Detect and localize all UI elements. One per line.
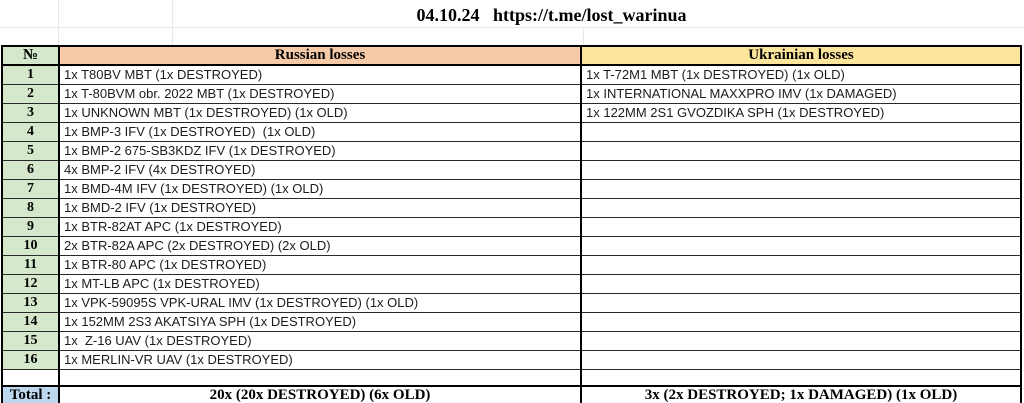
- table-row: 14 1x 152MM 2S3 AKATSIYA SPH (1x DESTROY…: [1, 311, 1022, 332]
- table-row: 4 1x BMP-3 IFV (1x DESTROYED) (1x OLD): [1, 121, 1022, 142]
- ukrainian-loss-cell: [580, 140, 1022, 161]
- empty-cell: [1, 368, 60, 387]
- ukrainian-loss-cell: 1x T-72M1 MBT (1x DESTROYED) (1x OLD): [580, 64, 1022, 85]
- russian-loss-cell: 1x BMD-2 IFV (1x DESTROYED): [58, 197, 582, 218]
- table-row: 1 1x T80BV MBT (1x DESTROYED) 1x T-72M1 …: [1, 64, 1022, 85]
- ukrainian-loss-cell: [580, 330, 1022, 351]
- ukrainian-loss-cell: 1x INTERNATIONAL MAXXPRO IMV (1x DAMAGED…: [580, 83, 1022, 104]
- row-number-cell: 1: [1, 64, 60, 85]
- row-number-cell: 3: [1, 102, 60, 123]
- ukrainian-loss-cell: [580, 349, 1022, 370]
- losses-table: № Russian losses Ukrainian losses 1 1x T…: [1, 45, 1022, 403]
- russian-loss-cell: 1x BTR-80 APC (1x DESTROYED): [58, 254, 582, 275]
- russian-loss-cell: 1x UNKNOWN MBT (1x DESTROYED) (1x OLD): [58, 102, 582, 123]
- russian-loss-cell: 1x BMP-2 675-SB3KDZ IFV (1x DESTROYED): [58, 140, 582, 161]
- table-row: 8 1x BMD-2 IFV (1x DESTROYED): [1, 197, 1022, 218]
- russian-loss-cell: 1x BMP-3 IFV (1x DESTROYED) (1x OLD): [58, 121, 582, 142]
- russian-loss-cell: 1x T80BV MBT (1x DESTROYED): [58, 64, 582, 85]
- table-row: 16 1x MERLIN-VR UAV (1x DESTROYED): [1, 349, 1022, 370]
- empty-cell: [580, 368, 1022, 387]
- ukrainian-loss-cell: 1x 122MM 2S1 GVOZDIKA SPH (1x DESTROYED): [580, 102, 1022, 123]
- row-number-cell: 13: [1, 292, 60, 313]
- page-title: 04.10.24 https://t.me/lost_warinua: [416, 5, 687, 25]
- row-number-cell: 2: [1, 83, 60, 104]
- gridline-vertical: [583, 27, 584, 45]
- row-number-cell: 9: [1, 216, 60, 237]
- table-row: 11 1x BTR-80 APC (1x DESTROYED): [1, 254, 1022, 275]
- column-header-ukrainian-losses: Ukrainian losses: [580, 45, 1022, 66]
- row-number-cell: 6: [1, 159, 60, 180]
- table-row: 6 4x BMP-2 IFV (4x DESTROYED): [1, 159, 1022, 180]
- empty-cell: [58, 368, 582, 387]
- russian-loss-cell: 1x T-80BVM obr. 2022 MBT (1x DESTROYED): [58, 83, 582, 104]
- russian-loss-cell: 1x MT-LB APC (1x DESTROYED): [58, 273, 582, 294]
- ukrainian-loss-cell: [580, 254, 1022, 275]
- column-header-number: №: [1, 45, 60, 66]
- russian-loss-cell: 2x BTR-82A APC (2x DESTROYED) (2x OLD): [58, 235, 582, 256]
- total-row: Total : 20x (20x DESTROYED) (6x OLD) 3x …: [1, 385, 1022, 403]
- empty-row: [1, 368, 1022, 387]
- row-number-cell: 15: [1, 330, 60, 351]
- ukrainian-loss-cell: [580, 311, 1022, 332]
- ukrainian-loss-cell: [580, 178, 1022, 199]
- row-number-cell: 11: [1, 254, 60, 275]
- total-label-cell: Total :: [1, 385, 60, 403]
- russian-loss-cell: 1x VPK-59095S VPK-URAL IMV (1x DESTROYED…: [58, 292, 582, 313]
- russian-loss-cell: 1x BMD-4M IFV (1x DESTROYED) (1x OLD): [58, 178, 582, 199]
- row-number-cell: 5: [1, 140, 60, 161]
- ukrainian-loss-cell: [580, 159, 1022, 180]
- total-russian-cell: 20x (20x DESTROYED) (6x OLD): [58, 385, 582, 403]
- gridline-vertical: [172, 0, 173, 45]
- ukrainian-loss-cell: [580, 216, 1022, 237]
- table-row: 9 1x BTR-82AT APC (1x DESTROYED): [1, 216, 1022, 237]
- ukrainian-loss-cell: [580, 273, 1022, 294]
- row-number-cell: 14: [1, 311, 60, 332]
- table-row: 3 1x UNKNOWN MBT (1x DESTROYED) (1x OLD)…: [1, 102, 1022, 123]
- column-header-russian-losses: Russian losses: [58, 45, 582, 66]
- ukrainian-loss-cell: [580, 235, 1022, 256]
- row-number-cell: 8: [1, 197, 60, 218]
- table-row: 7 1x BMD-4M IFV (1x DESTROYED) (1x OLD): [1, 178, 1022, 199]
- ukrainian-loss-cell: [580, 292, 1022, 313]
- row-number-cell: 16: [1, 349, 60, 370]
- row-number-cell: 7: [1, 178, 60, 199]
- table-row: 15 1x Z-16 UAV (1x DESTROYED): [1, 330, 1022, 351]
- russian-loss-cell: 1x 152MM 2S3 AKATSIYA SPH (1x DESTROYED): [58, 311, 582, 332]
- row-number-cell: 4: [1, 121, 60, 142]
- ukrainian-loss-cell: [580, 197, 1022, 218]
- table-row: 2 1x T-80BVM obr. 2022 MBT (1x DESTROYED…: [1, 83, 1022, 104]
- russian-loss-cell: 4x BMP-2 IFV (4x DESTROYED): [58, 159, 582, 180]
- table-row: 12 1x MT-LB APC (1x DESTROYED): [1, 273, 1022, 294]
- total-ukrainian-cell: 3x (2x DESTROYED; 1x DAMAGED) (1x OLD): [580, 385, 1022, 403]
- russian-loss-cell: 1x BTR-82AT APC (1x DESTROYED): [58, 216, 582, 237]
- table-row: 10 2x BTR-82A APC (2x DESTROYED) (2x OLD…: [1, 235, 1022, 256]
- gridline-horizontal: [0, 27, 1024, 28]
- header-row: № Russian losses Ukrainian losses: [1, 45, 1022, 66]
- table-row: 5 1x BMP-2 675-SB3KDZ IFV (1x DESTROYED): [1, 140, 1022, 161]
- table-row: 13 1x VPK-59095S VPK-URAL IMV (1x DESTRO…: [1, 292, 1022, 313]
- ukrainian-loss-cell: [580, 121, 1022, 142]
- row-number-cell: 12: [1, 273, 60, 294]
- russian-loss-cell: 1x Z-16 UAV (1x DESTROYED): [58, 330, 582, 351]
- row-number-cell: 10: [1, 235, 60, 256]
- gridline-vertical: [58, 0, 59, 45]
- russian-loss-cell: 1x MERLIN-VR UAV (1x DESTROYED): [58, 349, 582, 370]
